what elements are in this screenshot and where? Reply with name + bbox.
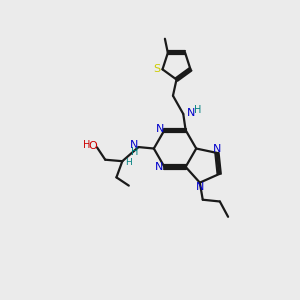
Text: H: H bbox=[125, 158, 132, 167]
Text: O: O bbox=[89, 141, 98, 151]
Text: H: H bbox=[83, 140, 91, 150]
Text: S: S bbox=[154, 64, 161, 74]
Text: H: H bbox=[131, 147, 138, 158]
Text: N: N bbox=[130, 140, 139, 150]
Text: N: N bbox=[187, 108, 195, 118]
Text: N: N bbox=[156, 124, 164, 134]
Text: N: N bbox=[155, 163, 163, 172]
Text: N: N bbox=[196, 182, 205, 192]
Text: N: N bbox=[213, 144, 222, 154]
Text: H: H bbox=[194, 105, 202, 115]
